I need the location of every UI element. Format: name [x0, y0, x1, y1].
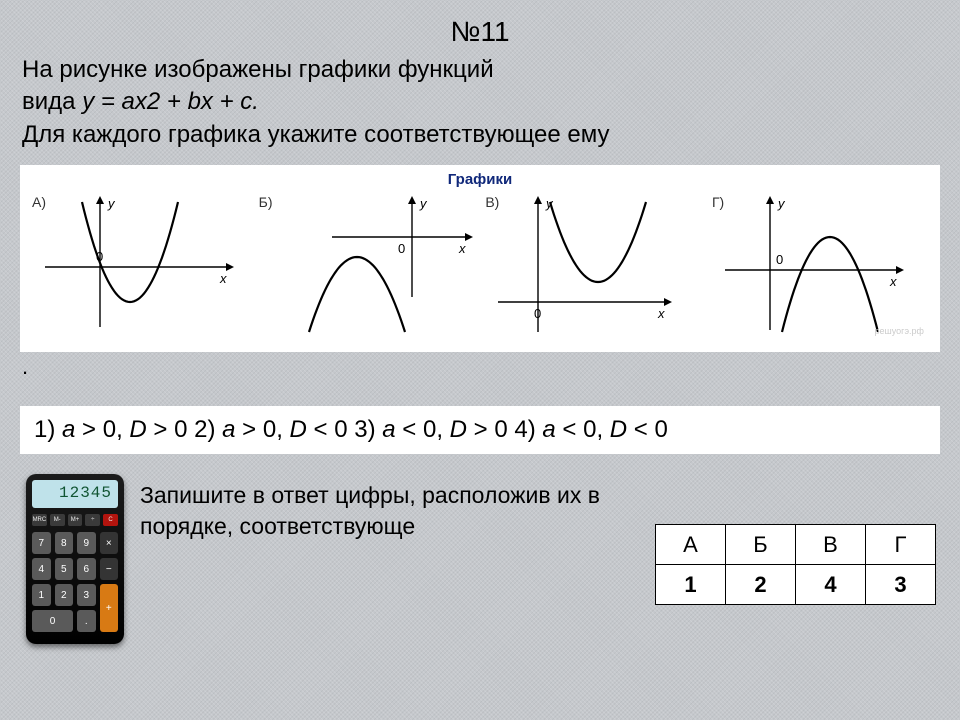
- answer-value-cell: 1: [656, 565, 726, 605]
- calculator-key: C: [103, 514, 118, 526]
- calculator-key: 2: [55, 584, 74, 606]
- options-text: > 0,: [236, 416, 290, 443]
- calculator-key: .: [77, 610, 96, 632]
- calculator-key: 8: [55, 532, 74, 554]
- answer-value-cell: 3: [866, 565, 936, 605]
- calculator-key: ×: [100, 532, 119, 554]
- svg-text:x: x: [219, 271, 227, 286]
- instruction-line-2: порядке, соответствующе: [140, 513, 415, 539]
- trailing-dot: .: [0, 354, 960, 380]
- calculator-keypad: 789× 456− 123+0.: [32, 532, 118, 632]
- options-variable: D: [450, 416, 467, 443]
- calculator-icon: 12345 MRCM-M+÷C 789× 456− 123+0.: [26, 474, 124, 644]
- options-text: > 0 2): [147, 416, 222, 443]
- graph-cell: А) y x 0: [30, 192, 250, 342]
- answer-table-header-row: АБВГ: [656, 525, 936, 565]
- calculator-key: MRC: [32, 514, 47, 526]
- answer-header-cell: А: [656, 525, 726, 565]
- prompt-equation: y = ax2 + bx + c.: [82, 88, 259, 115]
- graph-cell: В)yx0: [483, 192, 703, 342]
- calculator-top-row: MRCM-M+÷C: [32, 514, 118, 526]
- calculator-key: M-: [50, 514, 65, 526]
- options-variable: a: [62, 416, 75, 443]
- calculator-key: +: [100, 584, 119, 632]
- calculator-key: 6: [77, 558, 96, 580]
- svg-text:x: x: [889, 274, 897, 289]
- graph-svg: y x 0: [710, 192, 930, 342]
- graph-label: Б): [259, 194, 273, 210]
- prompt-line-1: На рисунке изображены графики функций: [22, 56, 494, 83]
- graph-label: В): [485, 194, 499, 210]
- prompt-line-2-prefix: вида: [22, 88, 82, 115]
- options-text: < 0,: [556, 416, 610, 443]
- calculator-key: ÷: [85, 514, 100, 526]
- calculator-display: 12345: [32, 480, 118, 508]
- graphs-row: А)yx0Б)yx0В)yx0Г)yx0решуогэ.рф: [30, 192, 930, 342]
- options-variable: a: [222, 416, 235, 443]
- calculator-key: 0: [32, 610, 73, 632]
- problem-prompt: На рисунке изображены графики функций ви…: [0, 48, 960, 151]
- svg-text:x: x: [458, 241, 466, 256]
- answer-value-cell: 2: [726, 565, 796, 605]
- options-text: 1): [34, 416, 62, 443]
- answer-table: АБВГ 1243: [655, 524, 936, 605]
- answer-header-cell: Г: [866, 525, 936, 565]
- graph-cell: Б) y x 0: [257, 192, 477, 342]
- graph-label: Г): [712, 194, 724, 210]
- svg-text:y: y: [419, 196, 428, 211]
- graphs-heading: Графики: [30, 171, 930, 192]
- graphs-panel: Графики А)yx0Б)yx0В)yx0Г)yx0решуогэ.рф: [20, 165, 940, 352]
- graph-cell: Г) y x 0 решуогэ.рф: [710, 192, 930, 342]
- problem-number: №11: [0, 0, 960, 48]
- options-text: < 0,: [396, 416, 450, 443]
- calculator-key: 7: [32, 532, 51, 554]
- answer-value-cell: 4: [796, 565, 866, 605]
- graph-svg: y x 0: [257, 192, 477, 342]
- calculator-key: 4: [32, 558, 51, 580]
- instruction-line-1: Запишите в ответ цифры, расположив их в: [140, 482, 600, 508]
- options-panel: 1) a > 0, D > 0 2) a > 0, D < 0 3) a < 0…: [20, 406, 940, 454]
- watermark-text: решуогэ.рф: [875, 326, 924, 336]
- svg-text:0: 0: [398, 241, 405, 256]
- options-variable: a: [382, 416, 395, 443]
- options-text: > 0,: [75, 416, 129, 443]
- prompt-line-3: Для каждого графика укажите соответствую…: [22, 121, 610, 148]
- options-text: < 0 3): [307, 416, 382, 443]
- svg-text:0: 0: [776, 252, 783, 267]
- graph-svg: yx0: [483, 192, 703, 342]
- svg-text:x: x: [657, 306, 665, 321]
- options-variable: a: [542, 416, 555, 443]
- graph-svg: y x 0: [30, 192, 250, 342]
- options-variable: D: [290, 416, 307, 443]
- answer-table-value-row: 1243: [656, 565, 936, 605]
- answer-header-cell: В: [796, 525, 866, 565]
- calculator-key: 3: [77, 584, 96, 606]
- calculator-key: M+: [68, 514, 83, 526]
- calculator-key: 9: [77, 532, 96, 554]
- svg-text:y: y: [107, 196, 116, 211]
- answer-header-cell: Б: [726, 525, 796, 565]
- calculator-key: 1: [32, 584, 51, 606]
- calculator-key: 5: [55, 558, 74, 580]
- graph-label: А): [32, 194, 46, 210]
- options-text: < 0: [627, 416, 668, 443]
- options-variable: D: [610, 416, 627, 443]
- options-text: > 0 4): [467, 416, 542, 443]
- svg-text:y: y: [777, 196, 786, 211]
- options-variable: D: [129, 416, 146, 443]
- calculator-key: −: [100, 558, 119, 580]
- svg-text:0: 0: [96, 249, 103, 264]
- svg-text:0: 0: [534, 306, 541, 321]
